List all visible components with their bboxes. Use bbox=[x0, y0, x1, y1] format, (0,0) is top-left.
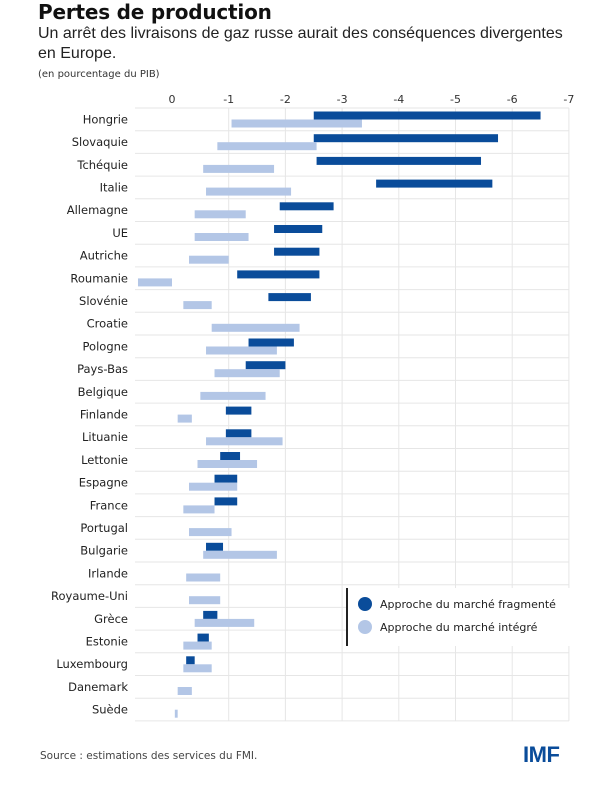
imf-logo: IMF bbox=[523, 742, 560, 767]
category-labels: Hongrie Slovaquie Tchéquie Italie Allemagne U… bbox=[51, 112, 128, 716]
legend-item-integrated: Approche du marché intégré bbox=[358, 620, 537, 634]
bar-fragmented bbox=[214, 497, 238, 506]
bar-integrated bbox=[206, 187, 292, 196]
category-label: Portugal bbox=[80, 521, 128, 535]
bar-fragmented bbox=[237, 270, 320, 279]
chart-subtitle: Un arrêt des livraisons de gaz russe aur… bbox=[38, 25, 563, 62]
bar-integrated bbox=[189, 528, 232, 537]
category-label: Grèce bbox=[94, 612, 128, 626]
bar-integrated bbox=[231, 119, 362, 128]
bar-fragmented bbox=[313, 111, 541, 120]
category-label: Estonie bbox=[86, 634, 128, 648]
bar-integrated bbox=[200, 391, 266, 400]
chart-title: Pertes de production bbox=[38, 0, 272, 24]
bar-fragmented bbox=[274, 225, 323, 233]
bar-integrated bbox=[214, 369, 280, 378]
x-axis-ticks: 0 -1 -2 -3 -4 -5 -6 -7 bbox=[169, 93, 575, 106]
category-label: Italie bbox=[100, 180, 128, 194]
bar-integrated bbox=[197, 460, 258, 468]
bar-integrated bbox=[137, 278, 172, 287]
legend-swatch-fragmented bbox=[358, 597, 372, 611]
x-tick-label: 0 bbox=[169, 93, 176, 106]
bar-fragmented bbox=[203, 610, 218, 619]
x-tick-label: -2 bbox=[280, 93, 291, 106]
x-tick-label: -7 bbox=[563, 93, 574, 106]
bar-fragmented bbox=[206, 542, 224, 551]
bar-fragmented bbox=[279, 202, 334, 211]
category-label: France bbox=[90, 498, 128, 512]
bar-integrated bbox=[189, 596, 221, 605]
x-tick-label: -1 bbox=[223, 93, 234, 106]
bar-integrated bbox=[189, 255, 229, 264]
bar-integrated bbox=[203, 550, 277, 559]
legend-swatch-integrated bbox=[358, 620, 372, 634]
category-label: Lituanie bbox=[82, 430, 128, 444]
bar-integrated bbox=[194, 233, 249, 241]
x-tick-label: -4 bbox=[393, 93, 404, 106]
category-label: Slovénie bbox=[79, 294, 128, 308]
bar-integrated bbox=[183, 641, 212, 650]
bar-integrated bbox=[183, 301, 212, 310]
category-label: UE bbox=[112, 226, 128, 240]
bar-integrated bbox=[206, 437, 283, 446]
legend-item-fragmented: Approche du marché fragmenté bbox=[358, 597, 556, 611]
bar-fragmented bbox=[248, 338, 294, 347]
bar-fragmented bbox=[214, 474, 238, 483]
bar-fragmented bbox=[197, 633, 209, 642]
category-label: Hongrie bbox=[83, 112, 128, 126]
category-label: Espagne bbox=[79, 476, 128, 490]
category-label: Autriche bbox=[80, 249, 128, 263]
category-label: Pays-Bas bbox=[77, 362, 128, 376]
bar-integrated bbox=[183, 505, 215, 514]
category-label: Croatie bbox=[87, 317, 128, 331]
bar-fragmented bbox=[313, 134, 499, 143]
category-label: Luxembourg bbox=[56, 657, 128, 671]
bar-integrated bbox=[194, 210, 246, 219]
bar-fragmented bbox=[376, 179, 493, 188]
category-label: Danemark bbox=[68, 680, 128, 694]
bar-integrated bbox=[177, 414, 192, 423]
bar-fragmented bbox=[225, 429, 252, 438]
category-label: Finlande bbox=[80, 407, 128, 421]
bar-fragmented bbox=[220, 452, 241, 460]
bar-fragmented bbox=[268, 293, 311, 302]
category-label: Belgique bbox=[78, 385, 128, 399]
bar-integrated bbox=[177, 687, 192, 695]
x-tick-label: -5 bbox=[450, 93, 461, 106]
bar-integrated bbox=[186, 573, 221, 582]
category-label: Tchéquie bbox=[76, 158, 128, 172]
category-label: Suède bbox=[92, 703, 128, 717]
bar-fragmented bbox=[274, 247, 320, 256]
bar-fragmented bbox=[245, 361, 286, 370]
bar-fragmented bbox=[186, 656, 195, 665]
bar-integrated bbox=[203, 164, 275, 173]
bar-integrated bbox=[174, 709, 178, 718]
category-label: Pologne bbox=[83, 339, 128, 353]
bar-integrated bbox=[183, 664, 212, 673]
category-label: Roumanie bbox=[70, 271, 128, 285]
bars bbox=[137, 111, 541, 718]
source-note: Source : estimations des services du FMI… bbox=[40, 750, 258, 762]
legend-label-integrated: Approche du marché intégré bbox=[380, 620, 538, 634]
bar-integrated bbox=[206, 346, 277, 355]
bar-integrated bbox=[211, 323, 300, 332]
x-tick-label: -6 bbox=[507, 93, 518, 106]
bar-integrated bbox=[194, 618, 255, 627]
legend-label-fragmented: Approche du marché fragmenté bbox=[380, 597, 556, 611]
bar-fragmented bbox=[225, 406, 252, 415]
legend: Approche du marché fragmenté Approche du… bbox=[346, 588, 570, 646]
unit-label: (en pourcentage du PIB) bbox=[38, 69, 160, 80]
category-label: Lettonie bbox=[81, 453, 128, 467]
bar-fragmented bbox=[316, 156, 482, 165]
x-tick-label: -3 bbox=[337, 93, 348, 106]
bar-integrated bbox=[217, 142, 317, 151]
category-label: Royaume-Uni bbox=[51, 589, 128, 603]
category-label: Bulgarie bbox=[80, 544, 128, 558]
category-label: Allemagne bbox=[67, 203, 128, 217]
category-label: Slovaquie bbox=[72, 135, 128, 149]
category-label: Irlande bbox=[88, 566, 128, 580]
bar-integrated bbox=[189, 482, 238, 491]
